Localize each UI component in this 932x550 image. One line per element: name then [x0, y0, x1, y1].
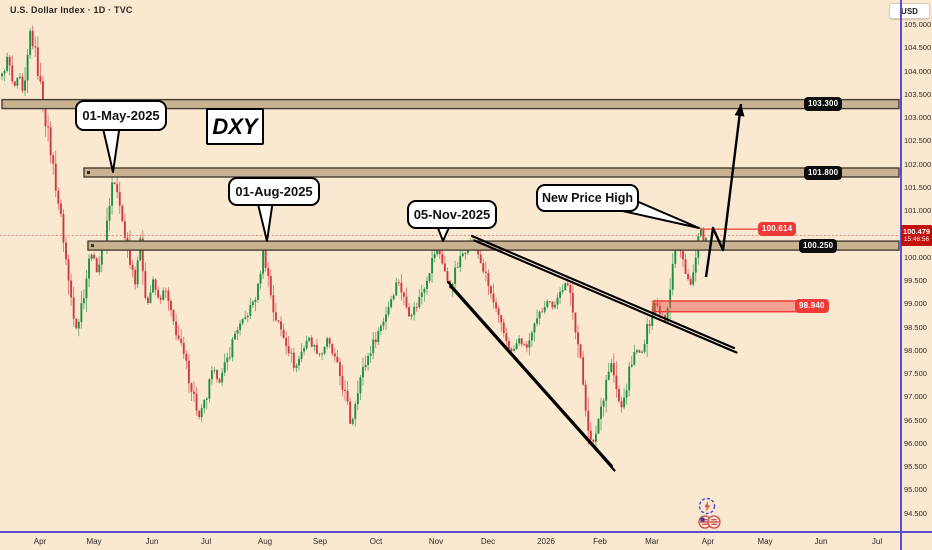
time-tick: Jul: [871, 537, 883, 546]
falling-wedge-upper-trendline: [470, 234, 736, 350]
time-tick: Feb: [593, 537, 607, 546]
price-label-100614[interactable]: 100.614: [758, 222, 797, 237]
time-tick: Mar: [645, 537, 659, 546]
falling-wedge-lower-trendline: [446, 280, 614, 468]
flash-event-icon: [698, 497, 716, 515]
time-tick: Apr: [33, 537, 47, 546]
price-label-103300[interactable]: 103.300: [804, 97, 843, 112]
time-tick: May: [757, 537, 773, 546]
demand-zone-98940: [652, 300, 798, 313]
time-axis-border: [0, 531, 932, 533]
dxy-symbol-label[interactable]: DXY: [206, 108, 264, 145]
price-tick: 99.500: [904, 276, 927, 285]
time-axis[interactable]: Apr May Jun Jul Aug Sep Oct Nov Dec 2026 Feb Mar Apr…: [0, 536, 900, 550]
last-price-time: 15:46:56: [903, 236, 930, 244]
price-tick: 95.500: [904, 462, 927, 472]
price-tick: 102.500: [904, 136, 932, 146]
price-label-101800[interactable]: 101.800: [804, 165, 843, 180]
symbol-title[interactable]: U.S. Dollar Index · 1D · TVC: [10, 5, 133, 15]
price-tick: 104.000: [904, 66, 932, 76]
price-tick: 97.000: [904, 392, 927, 402]
event-markers[interactable]: [698, 497, 721, 529]
time-tick: 2026: [537, 537, 555, 546]
price-tick: 102.000: [904, 159, 932, 169]
price-tick: 105.000: [904, 19, 932, 29]
candlesticks: [1, 25, 707, 451]
price-axis[interactable]: 105.000 104.500 104.000 103.500 103.000 102.5…: [902, 0, 932, 531]
time-tick: Jun: [145, 537, 159, 546]
price-tick: 101.000: [904, 206, 932, 216]
price-tick: 104.500: [904, 43, 932, 53]
falling-wedge-upper-trendline: [473, 239, 738, 354]
price-tick: 98.000: [904, 345, 927, 355]
last-price-badge: 100.479 15:46:56: [901, 224, 932, 246]
time-tick: Apr: [701, 537, 715, 546]
time-tick: Oct: [369, 537, 383, 546]
currency-button[interactable]: USD: [889, 3, 930, 19]
horizontal-zone-103.300: [1, 98, 900, 110]
time-tick: May: [86, 537, 102, 546]
callout-new-price-high[interactable]: New Price High: [536, 184, 639, 212]
price-tick: 103.500: [904, 89, 932, 99]
horizontal-zone-101.800: [83, 167, 900, 178]
lightning-glyph: [704, 501, 711, 512]
falling-wedge-lower-trendline: [449, 285, 616, 472]
price-tick: 94.500: [904, 508, 927, 518]
price-tick: 99.000: [904, 299, 927, 309]
price-label-100250[interactable]: 100.250: [799, 238, 838, 253]
price-tick: 100.000: [904, 252, 932, 262]
trend-drawings[interactable]: [446, 103, 745, 472]
price-tick: 101.500: [904, 182, 932, 192]
callout-01-aug-2025[interactable]: 01-Aug-2025: [228, 177, 320, 206]
price-tick: 98.500: [904, 322, 927, 332]
price-tick: 97.500: [904, 369, 927, 379]
time-tick: Nov: [428, 537, 444, 546]
price-axis-border: [900, 0, 902, 550]
price-tick: 96.500: [904, 415, 927, 425]
callout-tails: [101, 123, 700, 242]
last-price-value: 100.479: [902, 227, 931, 237]
time-tick: Dec: [480, 537, 496, 546]
price-label-98940[interactable]: 98.940: [795, 299, 829, 314]
callout-01-may-2025[interactable]: 01-May-2025: [75, 100, 167, 131]
time-tick: Aug: [257, 537, 273, 546]
projection-arrowhead: [734, 104, 745, 117]
time-tick: Jun: [814, 537, 828, 546]
projection-arrow: [704, 103, 743, 278]
price-tick: 96.000: [904, 438, 927, 448]
time-tick: Jul: [200, 537, 212, 546]
callout-05-nov-2025[interactable]: 05-Nov-2025: [407, 200, 497, 229]
time-tick: Sep: [312, 537, 328, 546]
price-tick: 103.000: [904, 113, 932, 123]
price-tick: 95.000: [904, 485, 927, 495]
